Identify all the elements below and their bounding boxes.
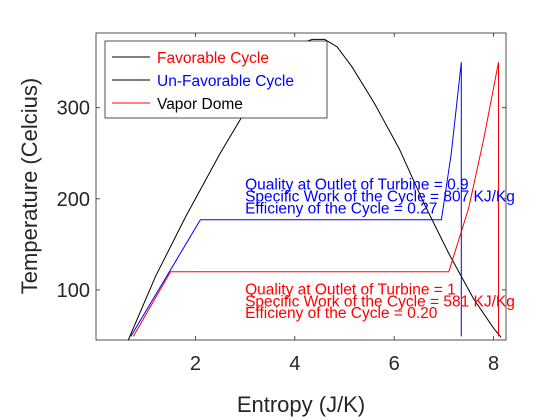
- y-axis-label: Temperature (Celcius): [17, 78, 42, 294]
- cycle-annotation: Efficieny of the Cycle = 0.27: [245, 200, 437, 217]
- favorable-cycle-line: [132, 62, 499, 337]
- x-tick-label: 8: [488, 353, 499, 375]
- legend-label: Un-Favorable Cycle: [157, 73, 294, 90]
- y-tick-label: 100: [57, 280, 90, 302]
- x-tick-label: 4: [289, 353, 300, 375]
- legend: Favorable Cycle Un-Favorable Cycle Vapor D…: [104, 40, 328, 119]
- series-layer: [127, 38, 502, 340]
- axes-layer: 2 4 6 8 100 200 300: [57, 33, 506, 375]
- y-tick-label: 200: [57, 189, 90, 211]
- x-tick-label: 6: [389, 353, 400, 375]
- unfavorable-cycle-line: [130, 62, 462, 337]
- cycle-annotation: Specific Work of the Cycle = 807 KJ/Kg: [245, 189, 515, 206]
- cycle-annotation: Quality at Outlet of Turbine = 0.9: [245, 177, 469, 194]
- x-axis-label: Entropy (J/K): [237, 392, 365, 417]
- cycle-annotation: Specific Work of the Cycle = 581 KJ/Kg: [245, 293, 515, 310]
- cycle-annotation: Quality at Outlet of Turbine = 1: [245, 281, 456, 298]
- y-tick-label: 300: [57, 98, 90, 120]
- cycle-annotation: Efficieny of the Cycle = 0.20: [245, 305, 438, 322]
- vapor-dome-line: [127, 38, 502, 340]
- legend-label: Favorable Cycle: [157, 50, 269, 67]
- legend-label: Vapor Dome: [157, 96, 243, 113]
- annotation-layer: Quality at Outlet of Turbine = 0.9Specif…: [245, 177, 515, 322]
- x-tick-label: 2: [190, 353, 201, 375]
